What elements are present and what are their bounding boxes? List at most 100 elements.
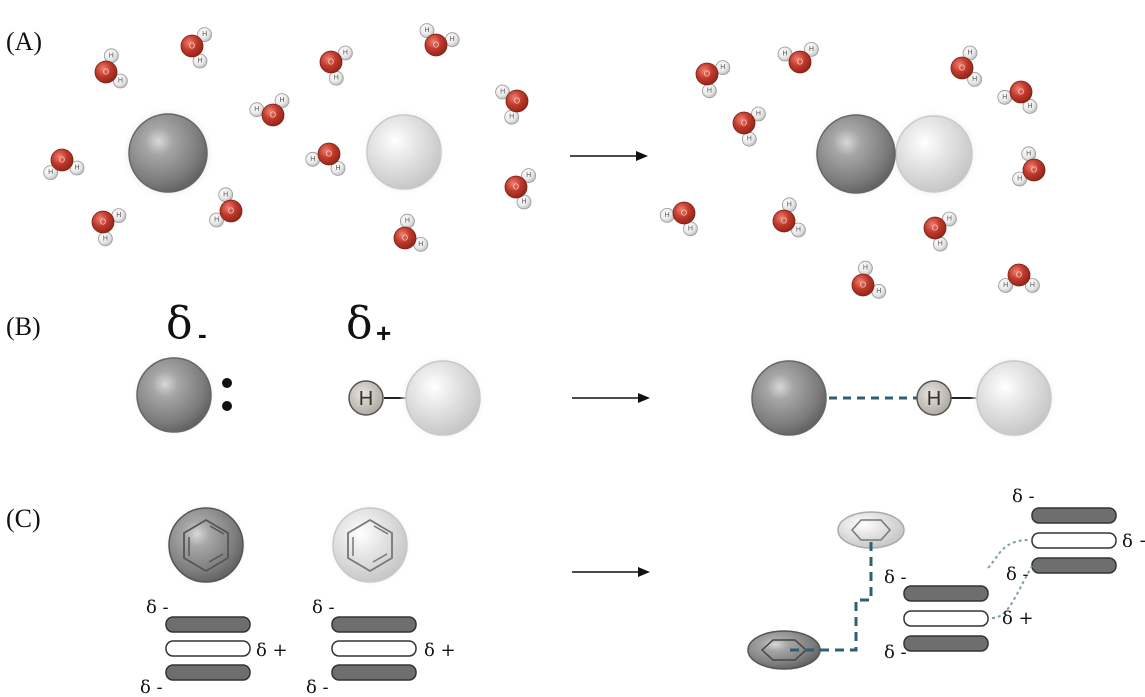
hydrogen-atom [274,93,290,109]
pi-stack-offset-upper: δ - δ + δ - [1006,486,1145,585]
light-sphere [366,114,442,190]
delta-minus-label: δ - [306,677,329,697]
oxygen-atom [851,273,875,297]
hydrogen-label: H [947,216,952,223]
oxygen-label: O [704,70,710,79]
hydrogen-atom [1012,171,1028,187]
pi-stack-bar [903,585,989,602]
pi-stack-bar [165,616,251,633]
oxygen-label: O [1031,166,1037,175]
panel-b-before: δ - δ + H [131,298,487,442]
water-molecule: HHO [249,93,290,127]
oxygen-label: O [513,183,519,192]
water-molecule: HHO [91,208,127,247]
oxygen-atom [950,56,974,80]
oxygen-atom [317,142,341,166]
delta-plus-label: δ + [1122,531,1145,552]
oxygen-atom [672,201,696,225]
dark-sphere [816,114,896,194]
oxygen-label: O [100,218,106,227]
benzene-ring-icon [183,518,229,573]
delta-minus-label: δ - [312,597,335,618]
oxygen-atom [505,89,529,113]
pi-stack-left: δ - δ + δ - [140,597,288,697]
oxygen-label: O [781,217,787,226]
hydrogen-atom [419,23,435,39]
oxygen-label: O [402,234,408,243]
hydrogen-label: H [665,212,670,219]
oxygen-label: O [103,68,109,77]
arrow-a [570,151,648,161]
hydrogen-donor-sphere [976,360,1052,436]
hydrogen-label: H [335,165,340,172]
hydrogen-label: H [197,58,202,65]
oxygen-label: O [797,58,803,67]
water-molecule: HHO [504,168,537,210]
hydrogen-label: H [707,87,712,94]
delta-minus-label: δ - [884,567,907,588]
oxygen-label: O [932,224,938,233]
oxygen-label: O [681,209,687,218]
hydrogen-atom [803,41,819,57]
water-molecule: HHO [997,80,1038,114]
hydrogen-label: H [782,51,787,58]
hydrogen-atom [916,380,952,416]
water-molecule: HHO [1012,146,1046,187]
electrostatic-attraction-dash [991,565,1033,619]
electron-donor-sphere [751,360,827,436]
hydrogen-label: H [938,241,943,248]
oxygen-atom [772,209,796,233]
pi-stack-bar [1031,532,1117,549]
light-sphere [895,115,973,193]
hydrogen-label: H [359,388,373,410]
hydrogen-label: H [927,388,941,410]
water-molecule: HHO [319,45,353,86]
pi-stack-bar [331,616,417,633]
oxygen-atom [504,175,528,199]
electrostatic-attraction-dash [987,539,1031,569]
panel-c-before-aromatic-dark [163,502,249,588]
lone-pair-dot [222,401,232,411]
aromatic-ring-light [332,507,408,583]
pi-stack-bar [1031,507,1117,524]
water-molecule: H HO [950,45,983,87]
panel-b-after: H [746,354,1058,442]
oxygen-atom [180,34,204,58]
hydrogen-label: H [450,36,455,43]
delta-minus-label: δ - [140,677,163,697]
oxygen-atom [319,50,343,74]
oxygen-label: O [514,97,520,106]
delta-minus-label: δ - [1006,564,1029,585]
oxygen-label: O [959,64,965,73]
hydrogen-atom [495,84,511,100]
pi-stack-right: δ - δ + δ - [306,597,456,697]
pi-stack-bar [331,640,417,657]
pi-stack-bar [165,640,251,657]
pi-stack-bar [903,610,989,627]
hydrogen-label: H [334,75,339,82]
water-molecule: HHO [695,60,731,99]
delta-symbol: δ [346,298,373,349]
hydrogen-label: H [103,235,108,242]
hydrogen-label: H [876,288,881,295]
delta-plus-label: δ + [1002,608,1034,629]
delta-minus-label: δ - [1012,486,1035,507]
hydrogen-label: H [109,52,114,59]
hydrogen-atom [521,168,537,184]
panel-c-before-aromatic-light [327,502,413,588]
hydrogen-label: H [972,76,977,83]
benzene-ring-icon [850,519,892,541]
hydrogen-label: H [74,165,79,172]
hydrogen-atom [197,27,213,43]
dark-sphere [128,113,208,193]
panel-label-c: (C) [6,504,41,533]
arrow-b [572,393,650,403]
hydrogen-label: H [967,50,972,57]
oxygen-atom [50,148,74,172]
hydrogen-label: H [254,106,259,113]
hydrogen-atom [967,71,983,87]
oxygen-atom [219,199,243,223]
hydrogen-atom [330,160,346,176]
